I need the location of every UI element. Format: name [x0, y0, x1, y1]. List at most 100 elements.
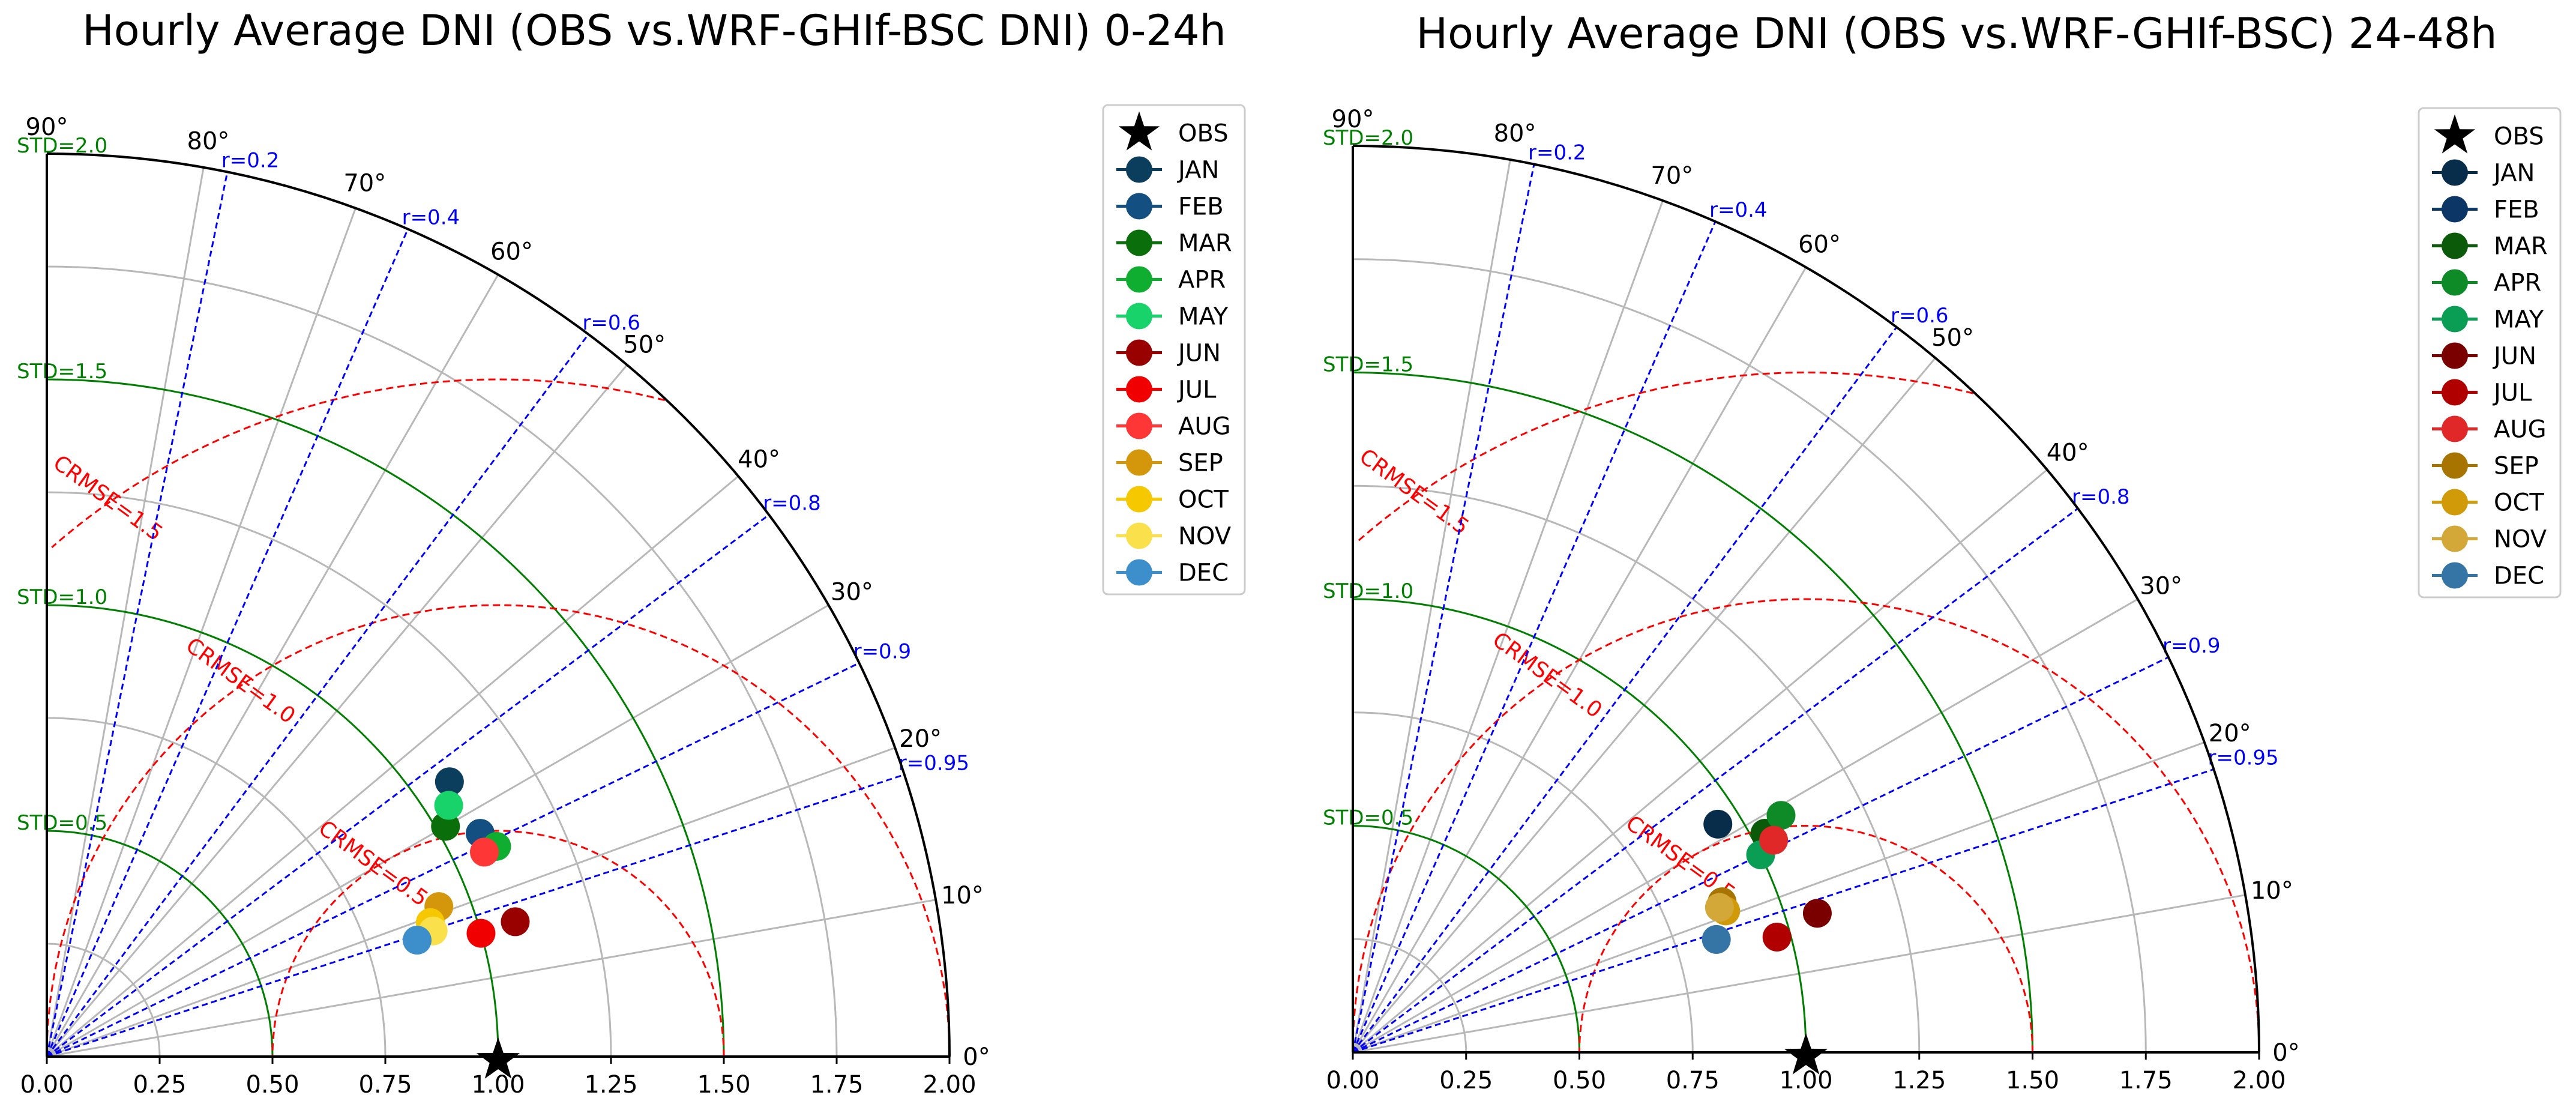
point-jul: [466, 918, 496, 948]
legend-label-oct: OCT: [1178, 486, 1229, 514]
point-may: [434, 791, 463, 820]
correlation-line: [46, 773, 905, 1058]
legend-marker-apr: [2442, 269, 2468, 296]
std-arc-label: STD=0.5: [1323, 806, 1413, 830]
angle-tick-label: 0°: [2272, 1039, 2299, 1067]
angle-tick-label: 80°: [187, 128, 230, 155]
angle-tick-label: 10°: [2251, 877, 2293, 905]
legend-label-aug: AUG: [1178, 413, 1231, 441]
crmse-arc: [46, 604, 951, 1057]
legend-marker-oct: [1126, 486, 1152, 513]
legend-label-jul: JUL: [1176, 376, 1217, 404]
angle-tick-label: 30°: [831, 579, 873, 606]
correlation-line: [1352, 507, 2078, 1054]
correlation-line: [1352, 327, 1898, 1053]
legend-marker-aug: [2442, 415, 2468, 442]
angle-tick-label: 20°: [899, 725, 942, 753]
correlation-line: [1352, 768, 2214, 1054]
legend-label-jun: JUN: [2492, 343, 2536, 370]
std-arc: [1352, 372, 2033, 1053]
point-jul: [1762, 922, 1792, 952]
legend-marker-nov: [1126, 522, 1152, 549]
grid-arc: [1352, 938, 1467, 1053]
correlation-line: [46, 514, 770, 1058]
point-dec: [1702, 924, 1731, 954]
grid-arc: [1352, 711, 1694, 1053]
chart-title: Hourly Average DNI (OBS vs.WRF-GHIf-BSC …: [82, 6, 1226, 55]
legend-marker-aug: [1126, 412, 1152, 439]
legend-marker-nov: [2442, 525, 2468, 552]
crmse-arc-label: CRMSE=1.0: [1488, 627, 1606, 723]
grid-arc: [46, 717, 387, 1057]
correlation-label: r=0.4: [402, 206, 460, 230]
point-aug: [1759, 825, 1789, 855]
angle-tick-label: 50°: [623, 331, 666, 358]
legend-label-sep: SEP: [1178, 450, 1223, 477]
legend-marker-obs: [2434, 114, 2476, 154]
std-arc-label: STD=1.0: [1323, 579, 1413, 603]
correlation-label: r=0.9: [2162, 634, 2221, 658]
taylor-panel-2: Hourly Average DNI (OBS vs.WRF-GHIf-BSC)…: [1323, 9, 2562, 1094]
x-tick-label: 0.50: [1553, 1067, 1606, 1094]
std-arc: [46, 378, 725, 1057]
correlation-label: r=0.6: [582, 311, 640, 335]
legend-marker-dec: [1126, 559, 1152, 586]
legend-label-apr: APR: [2494, 270, 2541, 297]
x-tick-label: 1.50: [697, 1071, 750, 1099]
legend-marker-jul: [1126, 376, 1152, 403]
legend-label-feb: FEB: [2494, 196, 2539, 224]
correlation-label: r=0.2: [221, 148, 280, 172]
std-arc-label: STD=1.0: [17, 585, 107, 609]
angle-tick-label: 60°: [490, 238, 533, 266]
angle-tick-label: 90°: [1332, 106, 1374, 133]
std-arc: [1352, 598, 1807, 1053]
legend-label-mar: MAR: [1178, 230, 1232, 258]
x-tick-label: 1.75: [810, 1071, 863, 1099]
legend-label-may: MAY: [1178, 303, 1229, 331]
outer-frame-arc: [1352, 145, 2260, 1053]
crmse-arc: [51, 378, 666, 549]
legend-label-nov: NOV: [2494, 526, 2547, 553]
x-tick-label: 1.00: [1779, 1067, 1832, 1094]
legend-marker-jan: [1126, 156, 1152, 183]
x-tick-label: 1.25: [584, 1071, 637, 1099]
legend-marker-may: [1126, 303, 1152, 330]
legend-marker-jun: [1126, 339, 1152, 366]
legend-label-mar: MAR: [2494, 233, 2548, 261]
angle-tick-label: 80°: [1494, 120, 1536, 148]
angle-tick-label: 10°: [941, 882, 984, 909]
angle-tick-label: 40°: [738, 445, 780, 473]
legend-label-dec: DEC: [2494, 563, 2544, 590]
correlation-line: [1352, 221, 1717, 1053]
angle-tick-label: 40°: [2047, 439, 2089, 466]
legend-label-sep: SEP: [2494, 453, 2539, 480]
legend-label-feb: FEB: [1178, 193, 1224, 221]
angle-tick-label: 0°: [963, 1043, 990, 1071]
legend-label-obs: OBS: [2494, 123, 2544, 151]
grid-arc: [46, 265, 838, 1057]
x-tick-label: 2.00: [922, 1071, 976, 1099]
point-aug: [470, 837, 499, 867]
grid-arc: [1352, 484, 1921, 1053]
legend-label-dec: DEC: [1178, 560, 1229, 587]
legend-label-obs: OBS: [1178, 120, 1229, 148]
legend-marker-obs: [1118, 111, 1160, 151]
grid-arc: [1352, 258, 2147, 1053]
chart-title: Hourly Average DNI (OBS vs.WRF-GHIf-BSC)…: [1416, 9, 2497, 58]
legend-label-jan: JAN: [1176, 157, 1219, 184]
angle-tick-label: 20°: [2209, 720, 2251, 747]
point-apr: [1766, 801, 1796, 830]
correlation-label: r=0.2: [1528, 141, 1586, 165]
legend-label-jul: JUL: [2492, 379, 2532, 407]
legend-marker-feb: [1126, 193, 1152, 220]
legend-marker-oct: [2442, 489, 2468, 516]
x-tick-label: 1.25: [1892, 1067, 1946, 1094]
crmse-arc: [271, 830, 725, 1057]
taylor-panel-1: Hourly Average DNI (OBS vs.WRF-GHIf-BSC …: [17, 6, 1246, 1099]
crmse-arc: [1578, 825, 2033, 1052]
x-tick-label: 1.75: [2119, 1067, 2173, 1094]
x-tick-label: 0.00: [20, 1071, 73, 1099]
x-tick-label: 0.50: [245, 1071, 299, 1099]
legend-box: [2418, 107, 2562, 599]
